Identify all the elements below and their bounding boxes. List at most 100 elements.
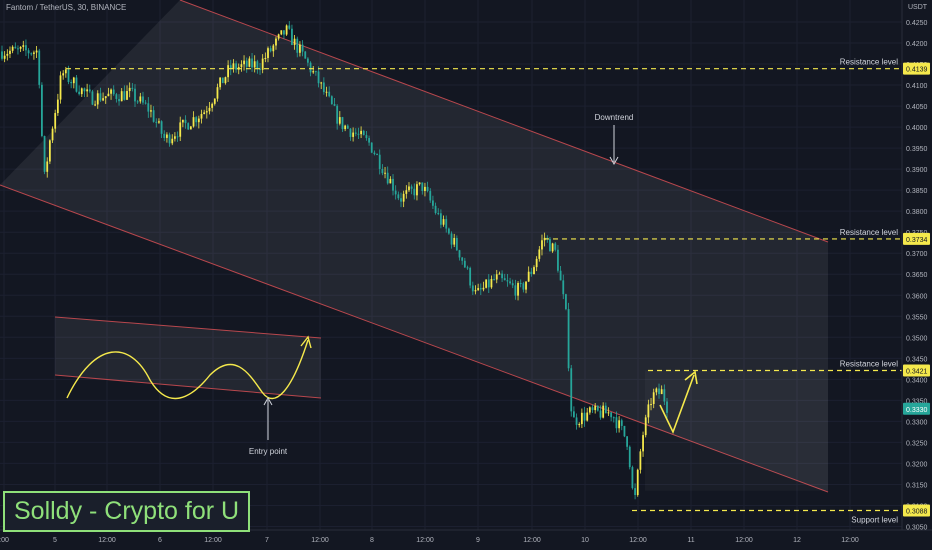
price-badge-label: 0.4139 <box>906 67 928 74</box>
candle-body <box>506 280 509 282</box>
price-axis[interactable]: 0.42500.42000.41500.41000.40500.40000.39… <box>901 0 932 531</box>
candle-body <box>530 271 533 275</box>
candle-body <box>171 138 174 144</box>
candle-body <box>6 53 9 56</box>
inset-fill <box>55 317 321 398</box>
downtrend-arrow-head <box>609 156 619 166</box>
candle-body <box>174 136 176 139</box>
candle-body <box>660 389 663 395</box>
candle-body <box>453 237 456 245</box>
candle-body <box>126 91 128 100</box>
projection-arrows <box>659 370 698 435</box>
candle-body <box>120 91 123 102</box>
candle-body <box>163 133 166 138</box>
candle-body <box>599 410 602 418</box>
candle-body <box>341 117 344 130</box>
candle-body <box>59 75 62 100</box>
candle-body <box>195 117 198 123</box>
candle-body <box>80 88 83 95</box>
candle-body <box>213 98 216 104</box>
candle-body <box>3 55 6 59</box>
candle-body <box>527 271 530 282</box>
candle-body <box>299 44 301 53</box>
candle-body <box>607 412 610 414</box>
price-tick-label: 0.3300 <box>906 419 928 426</box>
candle-body <box>240 64 243 68</box>
time-tick-label: 12:00 <box>735 537 753 544</box>
candle-body <box>197 118 200 123</box>
candle-body <box>392 178 394 191</box>
candle-body <box>264 57 267 59</box>
candle-body <box>573 411 575 418</box>
candle-body <box>652 392 655 405</box>
candle-body <box>626 436 628 447</box>
time-tick-label: 9 <box>476 537 480 544</box>
candle-body <box>466 267 469 269</box>
candle-body <box>386 172 389 184</box>
candle-body <box>307 58 309 63</box>
candle-body <box>227 65 229 78</box>
price-badge-label: 0.3088 <box>906 509 928 516</box>
time-axis[interactable]: :00 5 12:00 6 12:00 7 12:00 8 12:00 9 12:00 10 12:00… <box>0 529 932 550</box>
candle-body <box>46 161 49 172</box>
candle-body <box>610 412 613 418</box>
candle-body <box>88 89 91 92</box>
time-tick-label: 12:00 <box>523 537 541 544</box>
candle-body <box>487 279 490 288</box>
candle-body <box>458 250 461 258</box>
candle-body <box>33 52 35 54</box>
candle-body <box>429 191 432 201</box>
candle-body <box>352 132 355 137</box>
candle-body <box>110 89 112 94</box>
candle-body <box>296 38 299 53</box>
candle-body <box>272 45 275 52</box>
candle-body <box>618 420 621 429</box>
candle-body <box>208 107 211 112</box>
candle-body <box>38 50 41 85</box>
candle-body <box>397 194 400 199</box>
candle-body <box>160 121 163 134</box>
time-tick-label: 12:00 <box>204 537 222 544</box>
candle-body <box>322 82 325 93</box>
candle-body <box>70 81 73 84</box>
candle-body <box>485 279 488 288</box>
candle-body <box>158 121 160 123</box>
price-tick-label: 0.3900 <box>906 167 928 174</box>
candle-body <box>394 190 397 195</box>
candle-body <box>176 136 179 138</box>
candle-body <box>17 48 19 50</box>
inset-upper-line <box>54 316 322 339</box>
candle-body <box>25 45 27 51</box>
price-tick-label: 0.3400 <box>906 377 928 384</box>
candle-body <box>293 38 296 45</box>
candle-body <box>330 96 333 105</box>
candle-body <box>27 50 30 54</box>
candle-body <box>596 405 599 411</box>
candlestick-series <box>1 21 668 500</box>
candle-body <box>535 258 538 268</box>
candle-body <box>309 62 312 73</box>
price-axis-bg <box>902 0 932 530</box>
candle-body <box>136 101 139 103</box>
candle-body <box>586 412 589 421</box>
candle-body <box>179 122 182 137</box>
candle-body <box>498 273 501 275</box>
candle-body <box>538 249 541 259</box>
candle-body <box>128 87 131 92</box>
candle-body <box>410 186 413 189</box>
candle-body <box>418 182 421 185</box>
price-tick-label: 0.4250 <box>906 20 928 27</box>
price-tick-label: 0.3600 <box>906 293 928 300</box>
candle-body <box>216 87 219 99</box>
candle-body <box>663 389 666 402</box>
candle-body <box>437 213 440 215</box>
candle-body <box>19 46 22 49</box>
candle-body <box>493 278 495 280</box>
candle-body <box>413 188 416 196</box>
candle-body <box>368 138 370 143</box>
candle-body <box>261 58 264 70</box>
candle-body <box>304 51 307 59</box>
candle-body <box>102 98 104 101</box>
candle-body <box>78 91 81 95</box>
